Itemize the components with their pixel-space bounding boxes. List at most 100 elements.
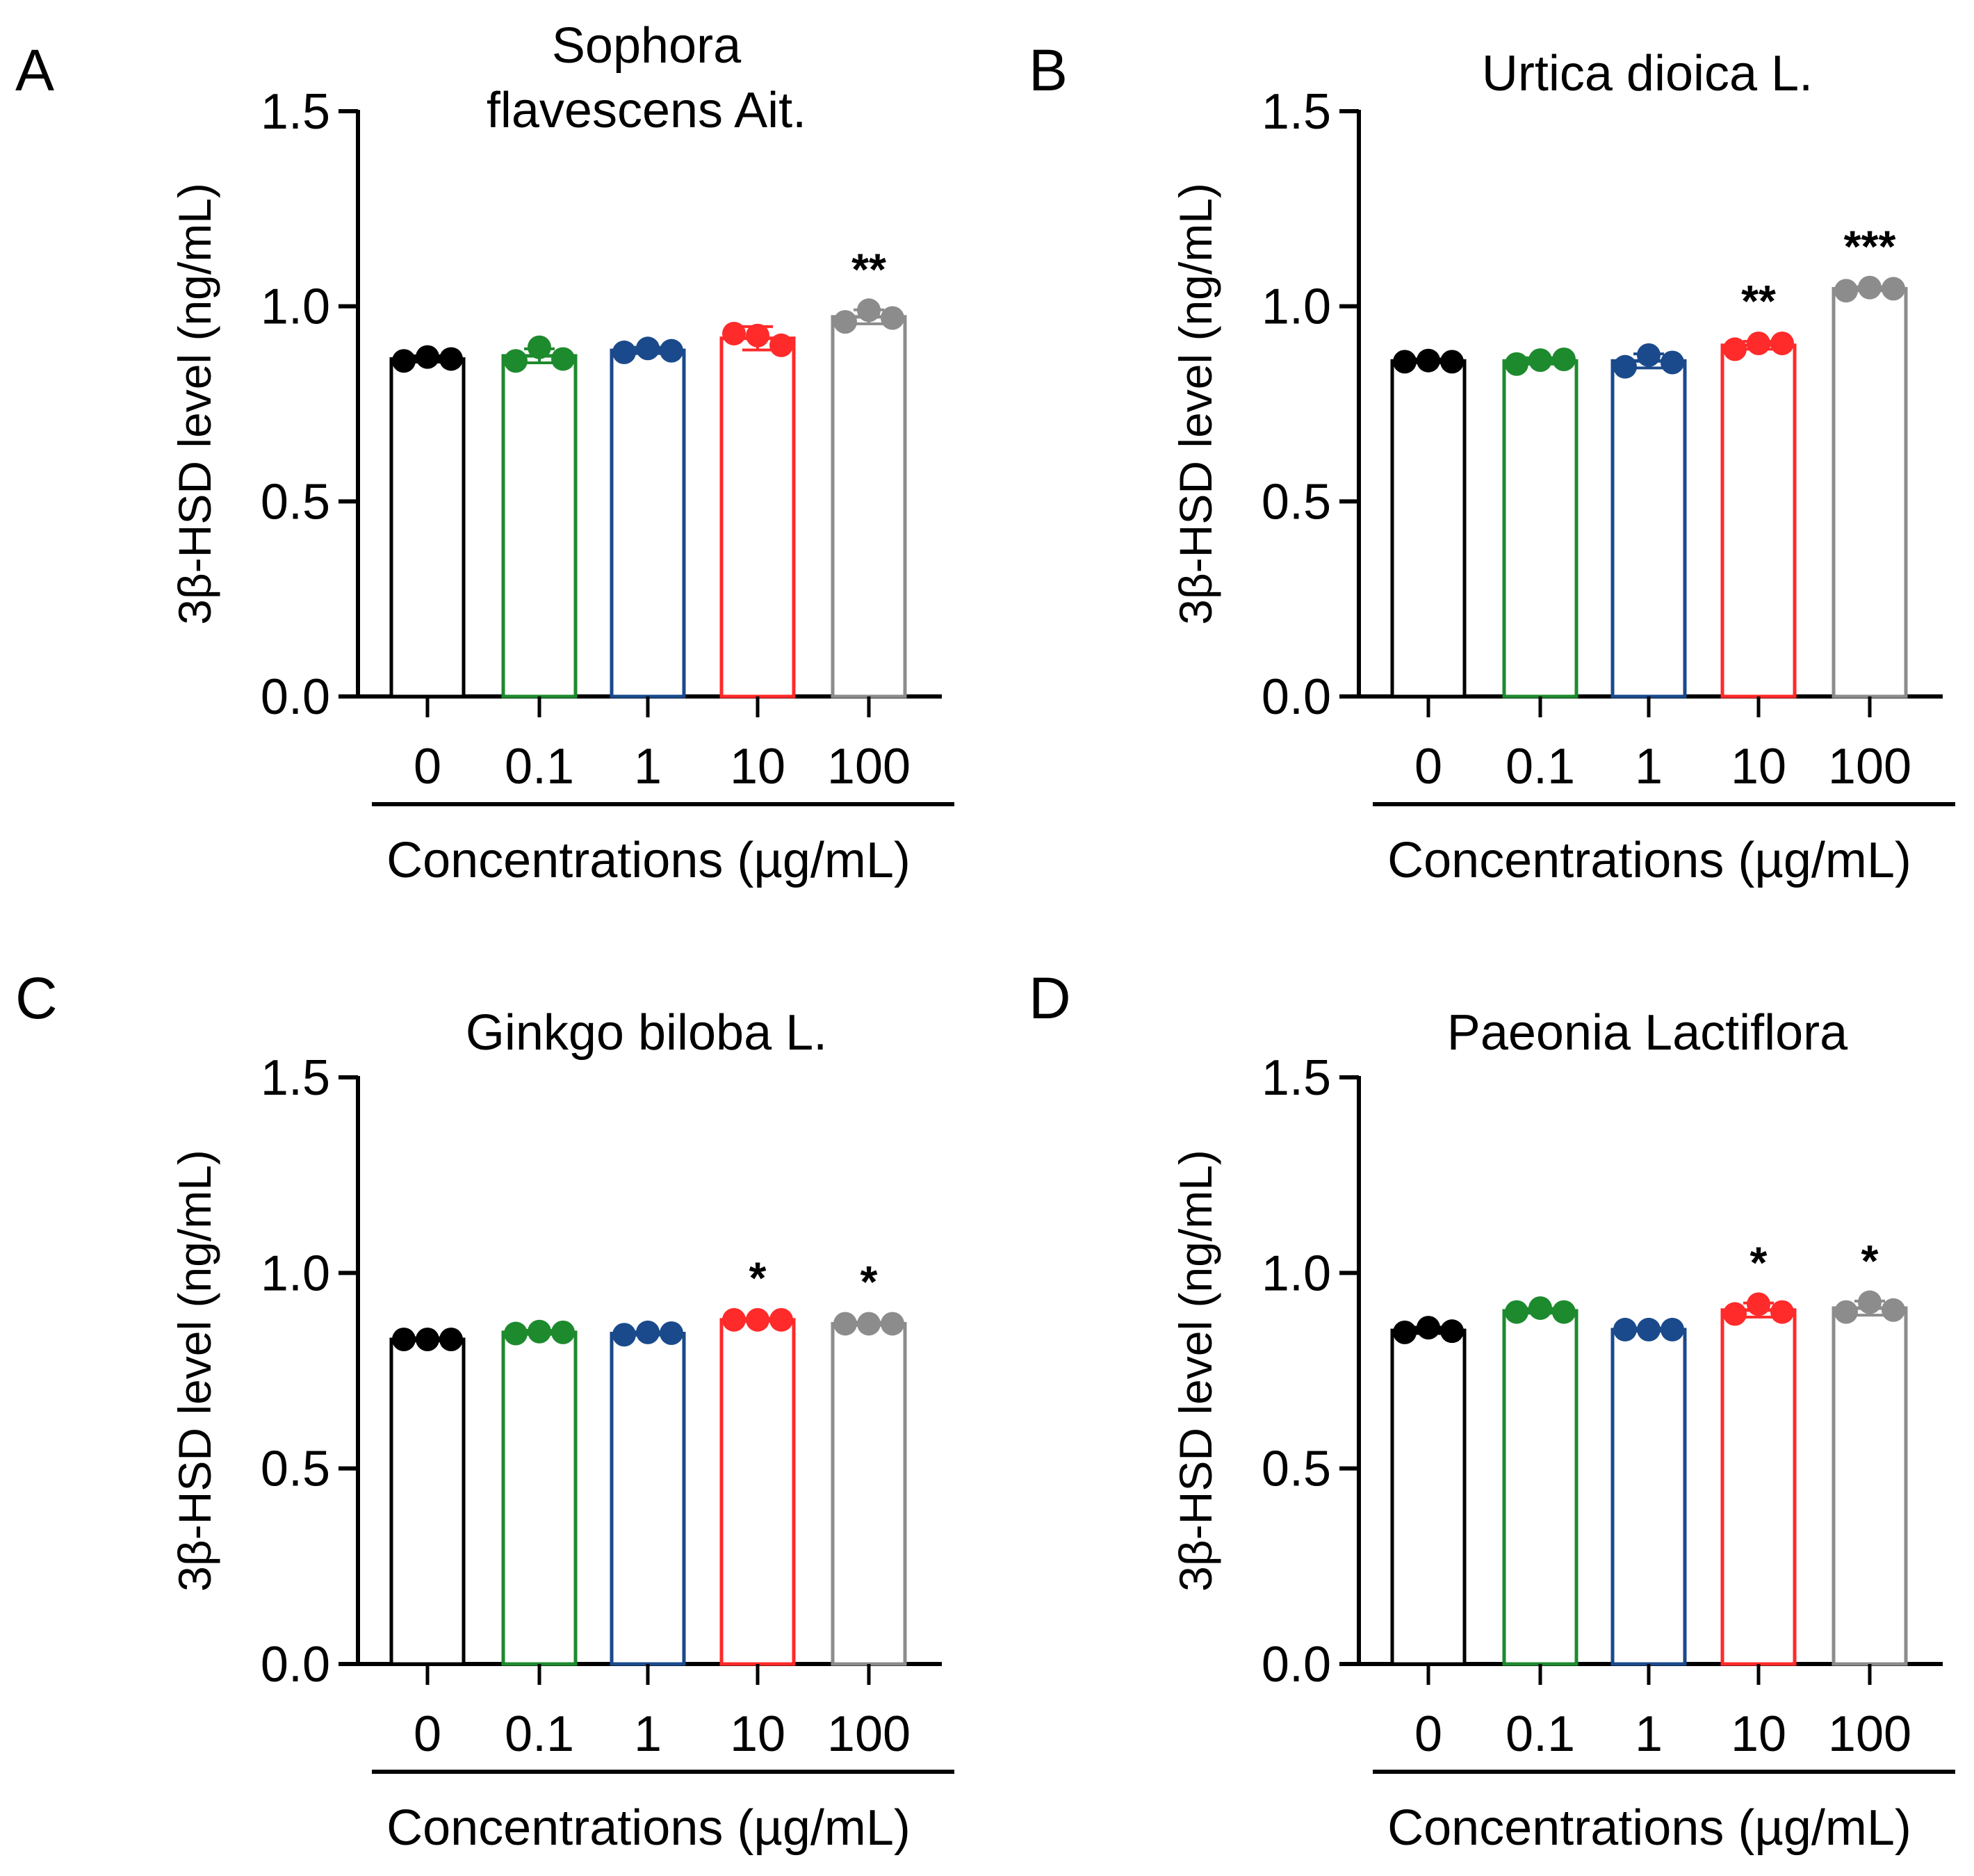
chart-title: Ginkgo biloba L. [466, 1005, 827, 1061]
data-point [769, 1307, 793, 1332]
panel-letter: B [1029, 38, 1068, 103]
x-tick-label: 10 [730, 1706, 785, 1762]
x-tick-label: 0 [1414, 739, 1442, 794]
bar [1610, 1328, 1687, 1666]
y-tick-label-0-0: 0.0 [261, 669, 330, 725]
data-point [746, 323, 769, 348]
bar [389, 357, 466, 699]
data-point [1723, 1302, 1747, 1326]
data-point [769, 333, 793, 357]
y-tick-label-1-0: 1.0 [1262, 279, 1331, 335]
data-point [1417, 348, 1440, 373]
data-point [1528, 348, 1552, 373]
data-point [1552, 348, 1576, 372]
data-point [1661, 350, 1684, 375]
data-point [881, 306, 904, 330]
x-axis-label: Concentrations (µg/mL) [1387, 833, 1911, 888]
data-point [1858, 1290, 1882, 1314]
bar [1390, 359, 1467, 699]
bar [610, 1332, 686, 1666]
x-tick-label: 10 [1731, 739, 1786, 794]
data-point [1637, 343, 1661, 367]
bar [1390, 1328, 1467, 1666]
x-tick-label: 0.1 [1506, 739, 1575, 794]
x-tick-label: 0 [414, 1706, 441, 1762]
bar [831, 315, 907, 699]
data-point [1417, 1316, 1440, 1340]
chart-panel-d: D Paeonia Lactiflora 0.0 0.5 1.0 1.5 3β-HSD le… [1029, 965, 1955, 1856]
y-axis-label: 3β-HSD level (ng/mL) [1170, 1150, 1221, 1592]
significance-label: * [749, 1253, 767, 1303]
data-point [551, 1320, 575, 1344]
chart-panel-c: C Ginkgo biloba L. 0.0 0.5 1.0 1.5 3β-HSD leve… [15, 965, 954, 1856]
data-point [1637, 1317, 1661, 1341]
data-point [833, 310, 857, 334]
panel-letter: A [15, 38, 54, 103]
x-tick-label: 1 [634, 739, 662, 794]
x-tick-label: 100 [827, 739, 911, 794]
y-tick-label-1-0: 1.0 [1262, 1246, 1331, 1301]
chart-panel-a: A Sophora flavescens Ait. 0.0 0.5 1.0 1.5 3β-HS… [15, 18, 954, 888]
x-tick-label: 100 [1828, 1706, 1911, 1762]
y-tick-label-0-5: 0.5 [1262, 474, 1331, 530]
data-point [1661, 1317, 1684, 1341]
x-tick-label: 100 [827, 1706, 911, 1762]
bar [1720, 1308, 1797, 1666]
data-point [1505, 1300, 1528, 1324]
bar [501, 1330, 578, 1666]
data-point [1747, 1292, 1770, 1316]
data-point [1834, 279, 1858, 303]
x-tick-label: 0.1 [505, 739, 574, 794]
y-tick-label-0-0: 0.0 [261, 1637, 330, 1693]
y-tick-label-1-5: 1.5 [1262, 84, 1331, 140]
data-point [612, 1323, 636, 1347]
y-axis-label: 3β-HSD level (ng/mL) [169, 1150, 220, 1592]
data-point [1834, 1300, 1858, 1324]
data-point [857, 1312, 881, 1336]
x-axis-label: Concentrations (µg/mL) [1387, 1800, 1911, 1856]
x-axis-label: Concentrations (µg/mL) [386, 1800, 911, 1856]
data-point [1613, 1317, 1637, 1341]
data-point [416, 1327, 439, 1351]
data-point [612, 340, 636, 364]
x-tick-label: 10 [1731, 1706, 1786, 1762]
data-point [636, 1320, 660, 1344]
y-tick-label-0-0: 0.0 [1262, 669, 1331, 725]
data-point [722, 1307, 746, 1332]
data-point [660, 339, 683, 363]
data-point [439, 347, 463, 371]
data-point [1770, 331, 1794, 355]
y-tick-label-1-5: 1.5 [261, 1050, 330, 1106]
y-tick-label-0-5: 0.5 [261, 1442, 330, 1497]
y-tick-label-1-5: 1.5 [261, 84, 330, 140]
bar [1832, 286, 1908, 699]
data-point [392, 1327, 416, 1351]
data-point [857, 298, 881, 323]
data-point [439, 1327, 463, 1351]
chart-title: Urtica dioica L. [1482, 46, 1813, 101]
significance-label: ** [851, 245, 886, 295]
x-tick-label: 0.1 [1506, 1706, 1575, 1762]
y-tick-label-1-0: 1.0 [261, 279, 330, 335]
chart-title-line: flavescens Ait. [487, 83, 806, 138]
bar [610, 348, 686, 699]
x-tick-label: 0 [1414, 1706, 1442, 1762]
significance-label: * [860, 1257, 878, 1307]
panel-letter: D [1029, 965, 1071, 1031]
significance-label: *** [1844, 222, 1896, 272]
data-point [881, 1312, 904, 1336]
y-tick-label-1-5: 1.5 [1262, 1050, 1331, 1106]
data-point [1882, 277, 1905, 301]
data-point [722, 321, 746, 345]
data-point [1393, 350, 1417, 374]
data-point [1747, 331, 1770, 355]
data-point [1613, 354, 1637, 379]
bar [831, 1321, 907, 1666]
significance-label: ** [1741, 276, 1776, 326]
chart-panel-b: B Urtica dioica L. 0.0 0.5 1.0 1.5 3β-HSD leve… [1029, 38, 1955, 888]
x-tick-label: 1 [1635, 739, 1663, 794]
bar [719, 336, 796, 699]
y-tick-label-1-0: 1.0 [261, 1246, 330, 1301]
bar [501, 354, 578, 699]
